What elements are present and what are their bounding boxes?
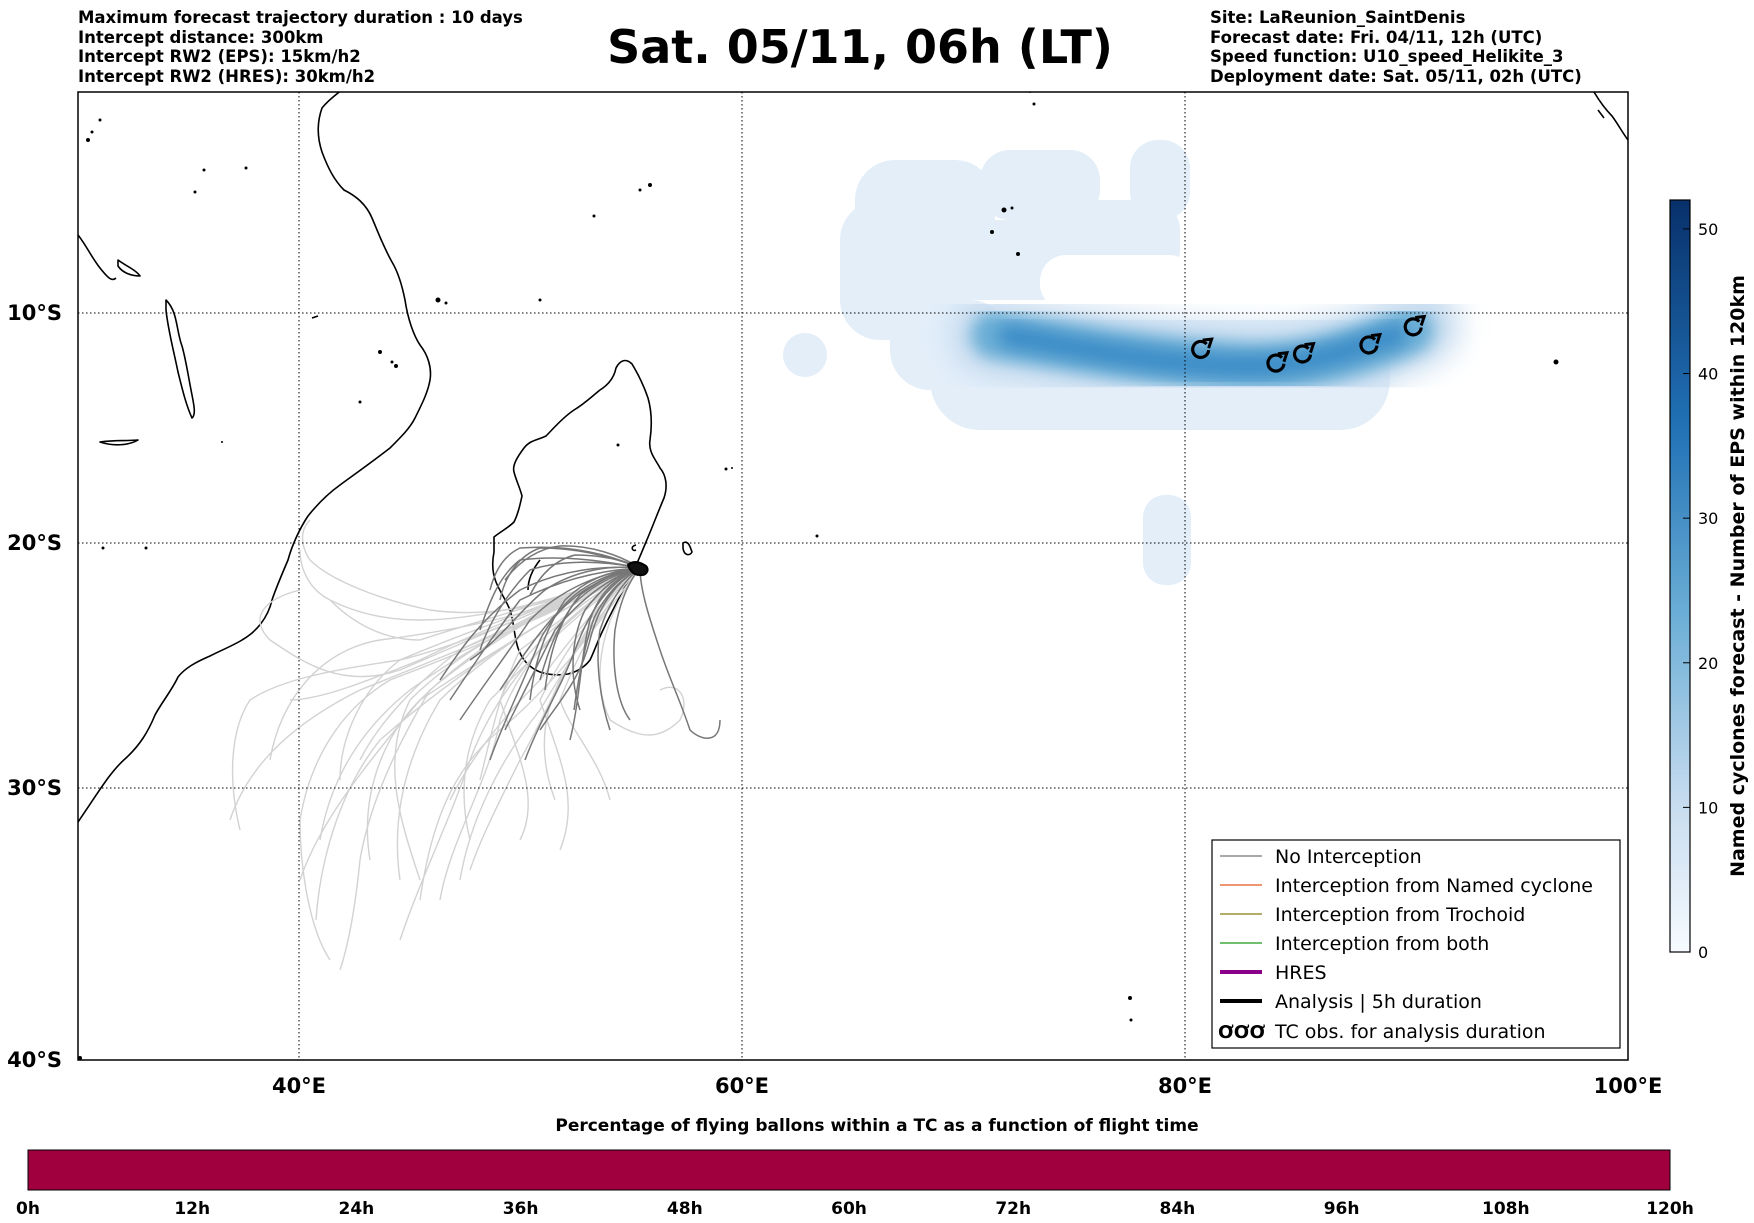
- tc-obs-marker: [1266, 350, 1290, 373]
- legend-box: [1211, 839, 1621, 1049]
- header-right-line: Speed function: U10_speed_Helikite_3: [1210, 47, 1564, 66]
- tc-obs-marker: [1191, 337, 1214, 360]
- lat-tick-10: 10°S: [7, 301, 62, 325]
- coastline-northeast: [1593, 92, 1628, 141]
- header-right-line: Deployment date: Sat. 05/11, 02h (UTC): [1210, 66, 1582, 86]
- lon-tick-100: 100°E: [1594, 1074, 1663, 1098]
- trajectories-dark: [439, 545, 721, 761]
- colorbar-right-tick: 50: [1698, 220, 1718, 239]
- cyclone-density-field: [783, 140, 1460, 585]
- legend-label: No Interception: [1275, 846, 1422, 868]
- analysis-track: [626, 561, 649, 577]
- colorbar-right-label: Named cyclones forecast - Number of EPS …: [1727, 275, 1749, 877]
- colorbar-bottom-tick: 72h: [995, 1199, 1031, 1219]
- colorbar-right-bar: [1669, 199, 1691, 953]
- tc-obs-marker: [1403, 314, 1427, 337]
- colorbar-bottom-tick: 48h: [667, 1199, 703, 1219]
- lon-tick-80: 80°E: [1158, 1074, 1212, 1098]
- colorbar-right-tick: 30: [1698, 509, 1718, 528]
- colorbar-right-tick: 10: [1698, 798, 1718, 817]
- lon-tick-40: 40°E: [272, 1074, 326, 1098]
- map-grid: [78, 92, 1628, 1060]
- colorbar-bottom-tick: 0h: [16, 1199, 40, 1219]
- colorbar-bottom-title: Percentage of flying ballons within a TC…: [555, 1116, 1199, 1136]
- legend-label: Analysis | 5h duration: [1275, 991, 1482, 1013]
- colorbar-right-tick: 0: [1698, 943, 1708, 962]
- header-left-line: Maximum forecast trajectory duration : 1…: [78, 8, 523, 27]
- legend-label: Interception from Named cyclone: [1275, 875, 1593, 897]
- colorbar-bottom-tick: 120h: [1646, 1199, 1694, 1219]
- legend-label: TC obs. for analysis duration: [1274, 1021, 1546, 1043]
- header-right-line: Site: LaReunion_SaintDenis: [1210, 8, 1466, 27]
- colorbar-bottom-tick: 24h: [339, 1199, 375, 1219]
- legend-label: Interception from both: [1275, 933, 1489, 955]
- colorbar-bottom-tick: 36h: [503, 1199, 539, 1219]
- colorbar-right-tick: 20: [1698, 654, 1718, 673]
- colorbar-bottom-tick: 84h: [1160, 1199, 1196, 1219]
- header-right-line: Forecast date: Fri. 04/11, 12h (UTC): [1210, 27, 1543, 47]
- header-left-line: Intercept RW2 (EPS): 15km/h2: [78, 47, 361, 66]
- colorbar-bottom: 0h 12h 24h 36h 48h 60h 72h 84h 96h 108h 120h: [16, 1149, 1694, 1219]
- tc-observations: [1191, 314, 1427, 373]
- legend: No Interception Interception from Named …: [1211, 839, 1621, 1049]
- colorbar-bottom-tick: 96h: [1324, 1199, 1360, 1219]
- tc-obs-icon: ƠƠƠ: [1218, 1022, 1265, 1043]
- map-frame: [77, 91, 1629, 1061]
- tc-obs-marker: [1292, 341, 1316, 364]
- header-left: Maximum forecast trajectory duration : 1…: [78, 8, 523, 86]
- colorbar-bottom-bar: [27, 1149, 1671, 1191]
- lon-tick-60: 60°E: [715, 1074, 769, 1098]
- axis-labels: 40°E 60°E 80°E 100°E 10°S 20°S 30°S 40°S: [7, 301, 1662, 1098]
- lat-tick-20: 20°S: [7, 531, 62, 555]
- colorbar-bottom-tick: 108h: [1482, 1199, 1530, 1219]
- header-left-line: Intercept distance: 300km: [78, 27, 324, 47]
- colorbar-bottom-tick: 60h: [831, 1199, 867, 1219]
- tc-obs-marker: [1359, 332, 1383, 355]
- page-title: Sat. 05/11, 06h (LT): [607, 20, 1113, 74]
- lat-tick-40: 40°S: [7, 1048, 62, 1072]
- colorbar-right: 0 10 20 30 40 50 Named cyclones forecast - Nu…: [1669, 199, 1749, 962]
- colorbar-bottom-tick: 12h: [174, 1199, 210, 1219]
- map-area: [78, 92, 1628, 1060]
- colorbar-right-tick: 40: [1698, 365, 1718, 384]
- legend-label: Interception from Trochoid: [1275, 904, 1525, 926]
- lat-tick-30: 30°S: [7, 776, 62, 800]
- header-right: Site: LaReunion_SaintDenis Forecast date…: [1210, 8, 1582, 86]
- legend-label: HRES: [1275, 962, 1327, 984]
- small-islands: [78, 92, 1559, 1060]
- header-left-line: Intercept RW2 (HRES): 30km/h2: [78, 66, 376, 86]
